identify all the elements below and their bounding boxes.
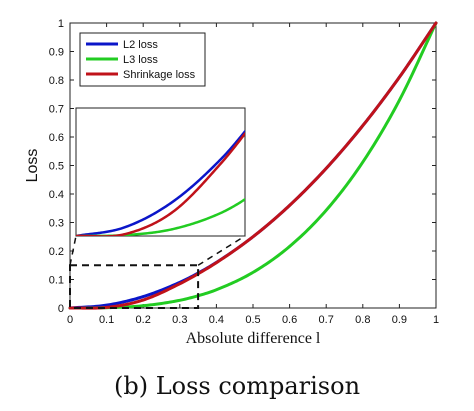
zoom-connector-right <box>197 235 246 266</box>
y-tick-label: 1 <box>58 18 64 30</box>
x-tick-label: 1 <box>433 314 439 326</box>
y-tick-label: 0.3 <box>49 218 64 230</box>
inset-curves <box>76 130 245 236</box>
legend: L2 loss L3 loss Shrinkage loss <box>79 32 206 87</box>
inset-series-line-2 <box>76 132 245 236</box>
x-tick-label: 0.4 <box>209 314 224 326</box>
zoom-region <box>69 235 246 309</box>
y-tick-label: 0.8 <box>49 75 64 87</box>
inset-frame <box>75 107 246 237</box>
legend-label-1: L3 loss <box>123 54 158 66</box>
y-tick-label: 0.4 <box>49 189 64 201</box>
legend-label-2: Shrinkage loss <box>123 69 196 81</box>
x-tick-label: 0.9 <box>392 314 407 326</box>
inset-plot <box>75 107 246 237</box>
y-axis-label: Loss <box>24 149 41 183</box>
x-tick-label: 0.1 <box>99 314 114 326</box>
x-tick-label: 0.7 <box>319 314 334 326</box>
x-tick-label: 0.6 <box>282 314 297 326</box>
x-tick-label: 0 <box>67 314 73 326</box>
y-tick-label: 0.6 <box>49 132 64 144</box>
y-tick-label: 0.5 <box>49 161 64 173</box>
y-tick-label: 0.7 <box>49 104 64 116</box>
y-tick-label: 0 <box>58 303 64 315</box>
zoom-rectangle <box>69 264 200 309</box>
x-axis-label: Absolute difference l <box>186 330 321 347</box>
series-line-2 <box>68 21 438 310</box>
y-tick-label: 0.1 <box>49 275 64 287</box>
main-plot: 0 0.1 0.2 0.3 0.4 0.5 0.6 0.7 0.8 0.9 1 0 0.1 0.2 0.3 0… <box>24 18 439 347</box>
legend-label-0: L2 loss <box>123 39 158 51</box>
series-line-1 <box>68 21 438 310</box>
inset-series-line-0 <box>76 130 245 236</box>
x-tick-label: 0.3 <box>172 314 187 326</box>
y-tick-label: 0.2 <box>49 246 64 258</box>
figure-caption: (b) Loss comparison <box>114 372 360 400</box>
x-tick-label: 0.2 <box>136 314 151 326</box>
x-tick-label: 0.8 <box>355 314 370 326</box>
y-tick-label: 0.9 <box>49 47 64 59</box>
x-tick-label: 0.5 <box>245 314 260 326</box>
zoom-connector-left <box>69 235 77 266</box>
